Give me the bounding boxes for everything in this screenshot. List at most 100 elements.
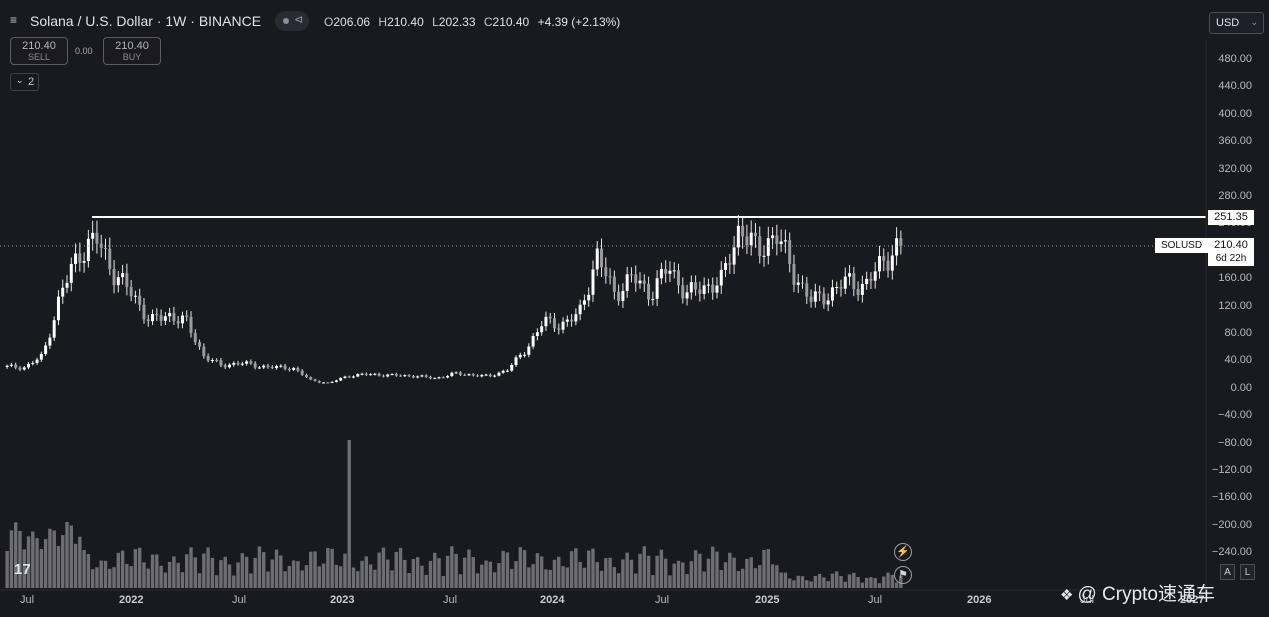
time-axis-label: 2026: [967, 594, 992, 606]
candle-body: [253, 363, 257, 368]
volume-bar: [5, 551, 9, 588]
ohlc-close-key: C: [483, 15, 493, 29]
candle-body: [95, 232, 99, 244]
watermark: ❖ @ Crypto速通车: [1060, 579, 1215, 606]
flag-icon[interactable]: ⚑: [894, 566, 912, 584]
volume-bar: [56, 546, 61, 588]
lightning-icon[interactable]: ⚡: [894, 543, 912, 561]
volume-bar: [852, 572, 856, 588]
volume-bar: [869, 577, 873, 588]
volume-bar: [253, 557, 257, 588]
price-axis-label: 280.00: [1218, 190, 1252, 202]
candle-body: [557, 328, 561, 330]
candle-body: [728, 263, 732, 265]
candle-body: [458, 372, 462, 375]
candle-body: [677, 270, 680, 286]
time-axis-label: Jul: [443, 594, 458, 606]
buy-button[interactable]: 210.40 BUY: [103, 37, 161, 65]
volume-bar: [309, 551, 313, 588]
volume-bar: [813, 576, 818, 588]
volume-bar: [561, 566, 565, 588]
indicators-toggle[interactable]: ⌄ 2: [10, 73, 39, 91]
sell-price: 210.40: [22, 40, 56, 52]
volume-bar: [480, 564, 484, 588]
candle-body: [753, 232, 757, 237]
volume-bar: [698, 553, 702, 588]
volume-bar: [407, 572, 411, 588]
volume-bar: [471, 557, 475, 588]
spread-value: 0.00: [75, 46, 93, 56]
candle-body: [249, 361, 253, 364]
volume-bar: [193, 557, 198, 588]
volume-bar: [706, 558, 711, 588]
volume-bar: [338, 566, 343, 588]
menu-icon[interactable]: ≡: [10, 13, 18, 27]
currency-label: USD: [1216, 17, 1240, 29]
volume-bar: [386, 559, 390, 588]
candle-body: [882, 256, 886, 261]
volume-bar: [428, 560, 433, 588]
candle-body: [570, 319, 574, 322]
volume-bar: [595, 562, 599, 588]
candle-body: [112, 268, 116, 286]
sell-button[interactable]: 210.40 SELL: [10, 37, 68, 65]
log-scale-button[interactable]: L: [1240, 564, 1255, 580]
volume-bar: [642, 546, 647, 588]
volume-bar: [552, 559, 557, 588]
candle-body: [839, 287, 843, 289]
candle-body: [681, 285, 685, 299]
candle-body: [189, 316, 193, 334]
candle-body: [14, 364, 18, 368]
bar-countdown: 6d 22h: [1215, 253, 1247, 264]
candle-body: [352, 376, 356, 378]
volume-bar: [548, 569, 552, 588]
time-axis-label: 2024: [540, 594, 565, 606]
symbol-title[interactable]: Solana / U.S. Dollar · 1W · BINANCE: [30, 13, 262, 29]
time-axis-label: Jul: [20, 594, 35, 606]
volume-bar: [796, 575, 800, 588]
candle-body: [860, 283, 864, 295]
tradingview-logo-icon[interactable]: 17: [14, 561, 31, 578]
candle-body: [625, 274, 629, 292]
volume-bar: [398, 547, 403, 588]
candle-body: [544, 316, 548, 327]
volume-bar: [394, 551, 398, 588]
candle-body: [877, 256, 881, 272]
candle-body: [450, 372, 454, 377]
volume-bar: [133, 549, 138, 588]
volume-bar: [274, 549, 279, 588]
volume-bar: [240, 553, 245, 588]
ohlc-open-key: O: [324, 15, 334, 29]
price-axis-label: 480.00: [1218, 53, 1252, 65]
volume-bar: [860, 582, 865, 588]
candle-body: [518, 354, 522, 358]
candle-body: [35, 359, 39, 363]
candle-body: [561, 321, 565, 330]
volume-bar: [574, 548, 578, 588]
volume-bar: [227, 564, 232, 588]
volume-bar: [522, 550, 527, 588]
candle-body: [262, 365, 266, 368]
volume-bar: [125, 563, 129, 588]
candle-body: [574, 314, 578, 322]
candle-body: [826, 300, 830, 305]
volume-bar: [142, 562, 146, 588]
volume-bar: [450, 546, 454, 588]
price-axis-label: 360.00: [1218, 135, 1252, 148]
status-pill[interactable]: ⊲: [275, 11, 309, 31]
candle-body: [155, 314, 159, 316]
candle-body: [706, 284, 710, 286]
volume-bar: [86, 554, 91, 588]
volume-bar: [120, 550, 125, 588]
candle-body: [792, 264, 796, 285]
auto-scale-button[interactable]: A: [1220, 564, 1235, 580]
volume-bar: [261, 552, 266, 588]
candle-body: [313, 379, 317, 382]
volume-bar: [736, 571, 741, 588]
candle-body: [185, 315, 189, 317]
candle-body: [31, 362, 35, 364]
candle-body: [69, 264, 73, 283]
currency-select[interactable]: USD ⌄: [1209, 12, 1264, 34]
candle-body: [416, 376, 420, 378]
